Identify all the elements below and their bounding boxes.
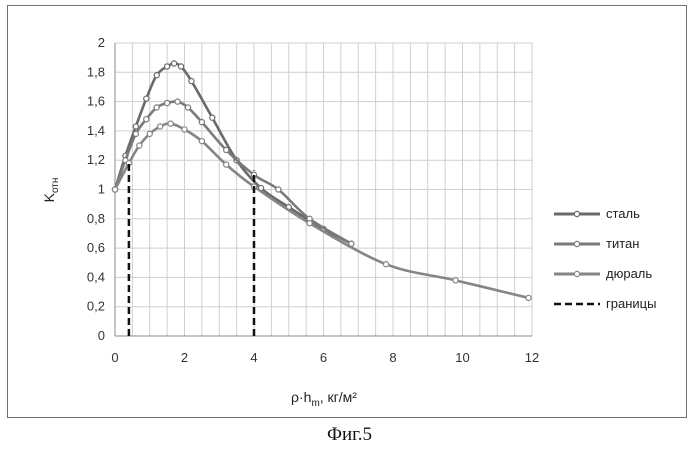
series-0-point — [144, 96, 149, 101]
series-1-group — [112, 99, 354, 246]
series-2-point — [526, 295, 531, 300]
series-0-point — [165, 64, 170, 69]
data-series — [112, 61, 531, 336]
series-2-point — [147, 131, 152, 136]
x-tick-label: 0 — [111, 350, 118, 365]
line-chart: 0 0,2 0,4 0,6 0,8 1 1,2 1,4 1,6 1,8 2 0 2 4 6 8 10 12 ста… — [0, 0, 699, 420]
y-tick-label: 2 — [98, 35, 105, 50]
series-1-point — [185, 105, 190, 110]
series-0-line — [115, 64, 351, 244]
y-tick-label: 1,2 — [87, 152, 105, 167]
y-tick-label: 1,4 — [87, 123, 105, 138]
legend: сталь титан дюраль границы — [554, 206, 656, 311]
x-tick-label: 6 — [320, 350, 327, 365]
series-0-point — [189, 78, 194, 83]
y-axis-title: Kотн — [41, 178, 61, 203]
x-tick-label: 8 — [389, 350, 396, 365]
y-tick-label: 1 — [98, 182, 105, 197]
series-2-point — [224, 162, 229, 167]
figure-caption: Фиг.5 — [0, 424, 699, 446]
legend-marker — [574, 211, 579, 216]
x-tick-label: 4 — [250, 350, 257, 365]
y-tick-label: 0 — [98, 328, 105, 343]
x-tick-label: 12 — [525, 350, 539, 365]
series-1-point — [154, 105, 159, 110]
legend-label: титан — [606, 236, 639, 251]
legend-label: сталь — [606, 206, 640, 221]
series-1-point — [224, 147, 229, 152]
series-2-point — [137, 143, 142, 148]
y-tick-label: 0,2 — [87, 299, 105, 314]
y-tick-label: 0,8 — [87, 211, 105, 226]
y-tick-label: 0,4 — [87, 269, 105, 284]
series-1-point — [165, 100, 170, 105]
series-1-point — [175, 99, 180, 104]
series-2-point — [168, 121, 173, 126]
series-0-point — [210, 115, 215, 120]
legend-marker — [574, 241, 579, 246]
series-1-point — [276, 187, 281, 192]
x-tick-label: 2 — [181, 350, 188, 365]
y-axis-title-sub: отн — [50, 178, 61, 193]
series-0-point — [178, 64, 183, 69]
x-axis-title: ρ·hm, кг/м² — [291, 389, 357, 409]
legend-label: границы — [606, 296, 656, 311]
series-0-point — [171, 61, 176, 66]
series-2-point — [182, 127, 187, 132]
series-1-point — [144, 117, 149, 122]
legend-label: дюраль — [606, 266, 652, 281]
series-2-group — [112, 121, 531, 301]
series-2-point — [112, 187, 117, 192]
x-tick-label: 10 — [455, 350, 469, 365]
x-axis-title-rest: , кг/м² — [320, 389, 358, 405]
y-tick-label: 1,8 — [87, 64, 105, 79]
series-0-point — [154, 73, 159, 78]
y-tick-label: 0,6 — [87, 240, 105, 255]
tick-labels: 0 0,2 0,4 0,6 0,8 1 1,2 1,4 1,6 1,8 2 0 2 4 6 8 10 12 — [87, 35, 539, 365]
gridlines — [115, 43, 532, 336]
series-1-point — [199, 120, 204, 125]
y-tick-label: 1,6 — [87, 94, 105, 109]
legend-marker — [574, 271, 579, 276]
series-2-point — [199, 139, 204, 144]
series-2-point — [307, 221, 312, 226]
series-2-point — [158, 124, 163, 129]
series-2-point — [383, 262, 388, 267]
series-2-line — [115, 123, 529, 297]
x-axis-title-main: ρ·h — [291, 389, 311, 405]
series-1-line — [115, 101, 351, 243]
x-axis-title-sub: m — [311, 398, 319, 409]
series-1-point — [133, 131, 138, 136]
series-2-point — [453, 278, 458, 283]
